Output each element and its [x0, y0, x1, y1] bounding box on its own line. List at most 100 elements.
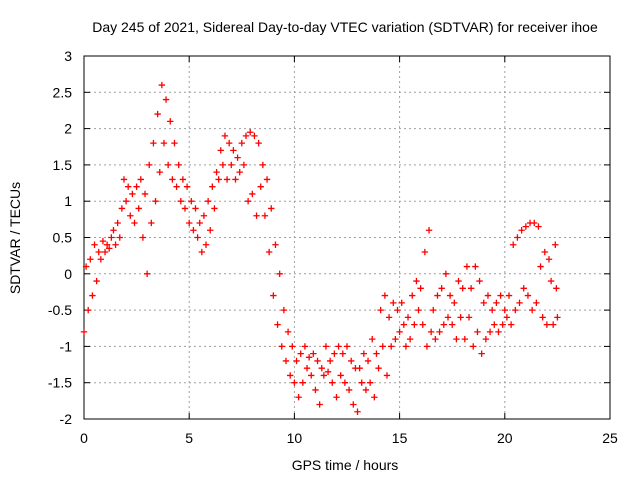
- data-point: [312, 386, 319, 394]
- data-point: [284, 328, 292, 336]
- data-point: [411, 321, 418, 328]
- data-point: [230, 147, 237, 154]
- data-point: [310, 350, 317, 357]
- data-point: [373, 350, 380, 357]
- data-point: [173, 183, 180, 190]
- data-point: [280, 306, 288, 314]
- data-point: [440, 321, 447, 328]
- data-point: [169, 176, 176, 183]
- data-point: [495, 328, 502, 336]
- data-point: [186, 219, 193, 227]
- data-point: [192, 205, 199, 212]
- data-point: [326, 357, 334, 365]
- data-point: [419, 321, 426, 328]
- data-point: [211, 205, 218, 212]
- y-tick-label: -0.5: [48, 302, 72, 318]
- data-point: [129, 190, 136, 198]
- data-point: [455, 277, 462, 285]
- x-tick-label: 25: [602, 430, 618, 446]
- data-point: [282, 357, 290, 365]
- data-point: [531, 219, 538, 227]
- data-point: [204, 198, 212, 205]
- data-point: [196, 219, 203, 227]
- x-tick-label: 0: [80, 430, 88, 446]
- data-point: [238, 139, 245, 147]
- data-point: [343, 343, 351, 350]
- data-point: [436, 328, 443, 336]
- data-point: [99, 237, 107, 245]
- data-point: [101, 248, 109, 256]
- data-point: [143, 270, 151, 277]
- data-point: [308, 372, 315, 379]
- data-point: [293, 357, 300, 365]
- x-tick-label: 15: [392, 430, 408, 446]
- data-point: [533, 299, 540, 307]
- data-point: [331, 350, 338, 357]
- data-point: [524, 292, 532, 299]
- data-point: [219, 161, 227, 169]
- data-point: [341, 379, 349, 386]
- data-point: [150, 139, 157, 147]
- data-point: [127, 212, 134, 219]
- data-point: [415, 306, 422, 314]
- data-point: [486, 328, 494, 336]
- data-point: [430, 306, 437, 314]
- data-point: [167, 118, 174, 125]
- data-point: [398, 299, 405, 307]
- data-point: [482, 335, 490, 343]
- data-point: [394, 306, 401, 314]
- data-point: [413, 277, 420, 285]
- data-point: [122, 198, 130, 205]
- data-point: [480, 299, 487, 307]
- data-point: [406, 335, 414, 343]
- data-point: [257, 183, 264, 190]
- data-point: [162, 96, 170, 103]
- data-point: [188, 198, 195, 205]
- data-point: [213, 168, 220, 176]
- data-point: [87, 256, 94, 263]
- data-point: [141, 190, 149, 198]
- data-point: [179, 176, 187, 183]
- data-point: [446, 292, 454, 299]
- data-point: [322, 343, 330, 350]
- y-tick-label: 1.5: [53, 157, 73, 173]
- y-tick-label: -1.5: [48, 375, 72, 391]
- data-point: [314, 357, 321, 365]
- data-point: [362, 386, 370, 394]
- data-point: [232, 176, 239, 183]
- data-point: [244, 198, 252, 205]
- data-point: [291, 379, 298, 386]
- data-point: [114, 219, 121, 227]
- data-point: [133, 183, 140, 190]
- x-tick-label: 20: [497, 430, 513, 446]
- data-point: [221, 132, 229, 140]
- data-point: [160, 139, 168, 147]
- data-point: [198, 248, 206, 256]
- data-point: [171, 139, 178, 147]
- data-point: [202, 241, 210, 248]
- y-tick-label: -2: [60, 411, 73, 427]
- data-point: [488, 306, 496, 314]
- data-point: [207, 227, 214, 234]
- data-point: [194, 234, 201, 241]
- data-point: [537, 263, 544, 270]
- data-point: [200, 212, 208, 219]
- y-tick-label: 0.5: [53, 230, 73, 246]
- data-point: [375, 364, 382, 372]
- data-point: [116, 234, 123, 241]
- data-point: [82, 263, 90, 270]
- data-point: [514, 234, 521, 241]
- data-point: [503, 314, 511, 321]
- data-point: [520, 285, 527, 292]
- data-point: [518, 227, 525, 234]
- data-point: [158, 81, 166, 89]
- data-point: [289, 343, 296, 350]
- data-point: [434, 292, 441, 299]
- x-tick-label: 10: [287, 430, 303, 446]
- data-point: [118, 205, 126, 212]
- data-point: [478, 350, 485, 357]
- data-point: [444, 314, 452, 321]
- data-point: [539, 314, 546, 321]
- x-axis-label: GPS time / hours: [292, 457, 399, 473]
- data-point: [247, 129, 254, 136]
